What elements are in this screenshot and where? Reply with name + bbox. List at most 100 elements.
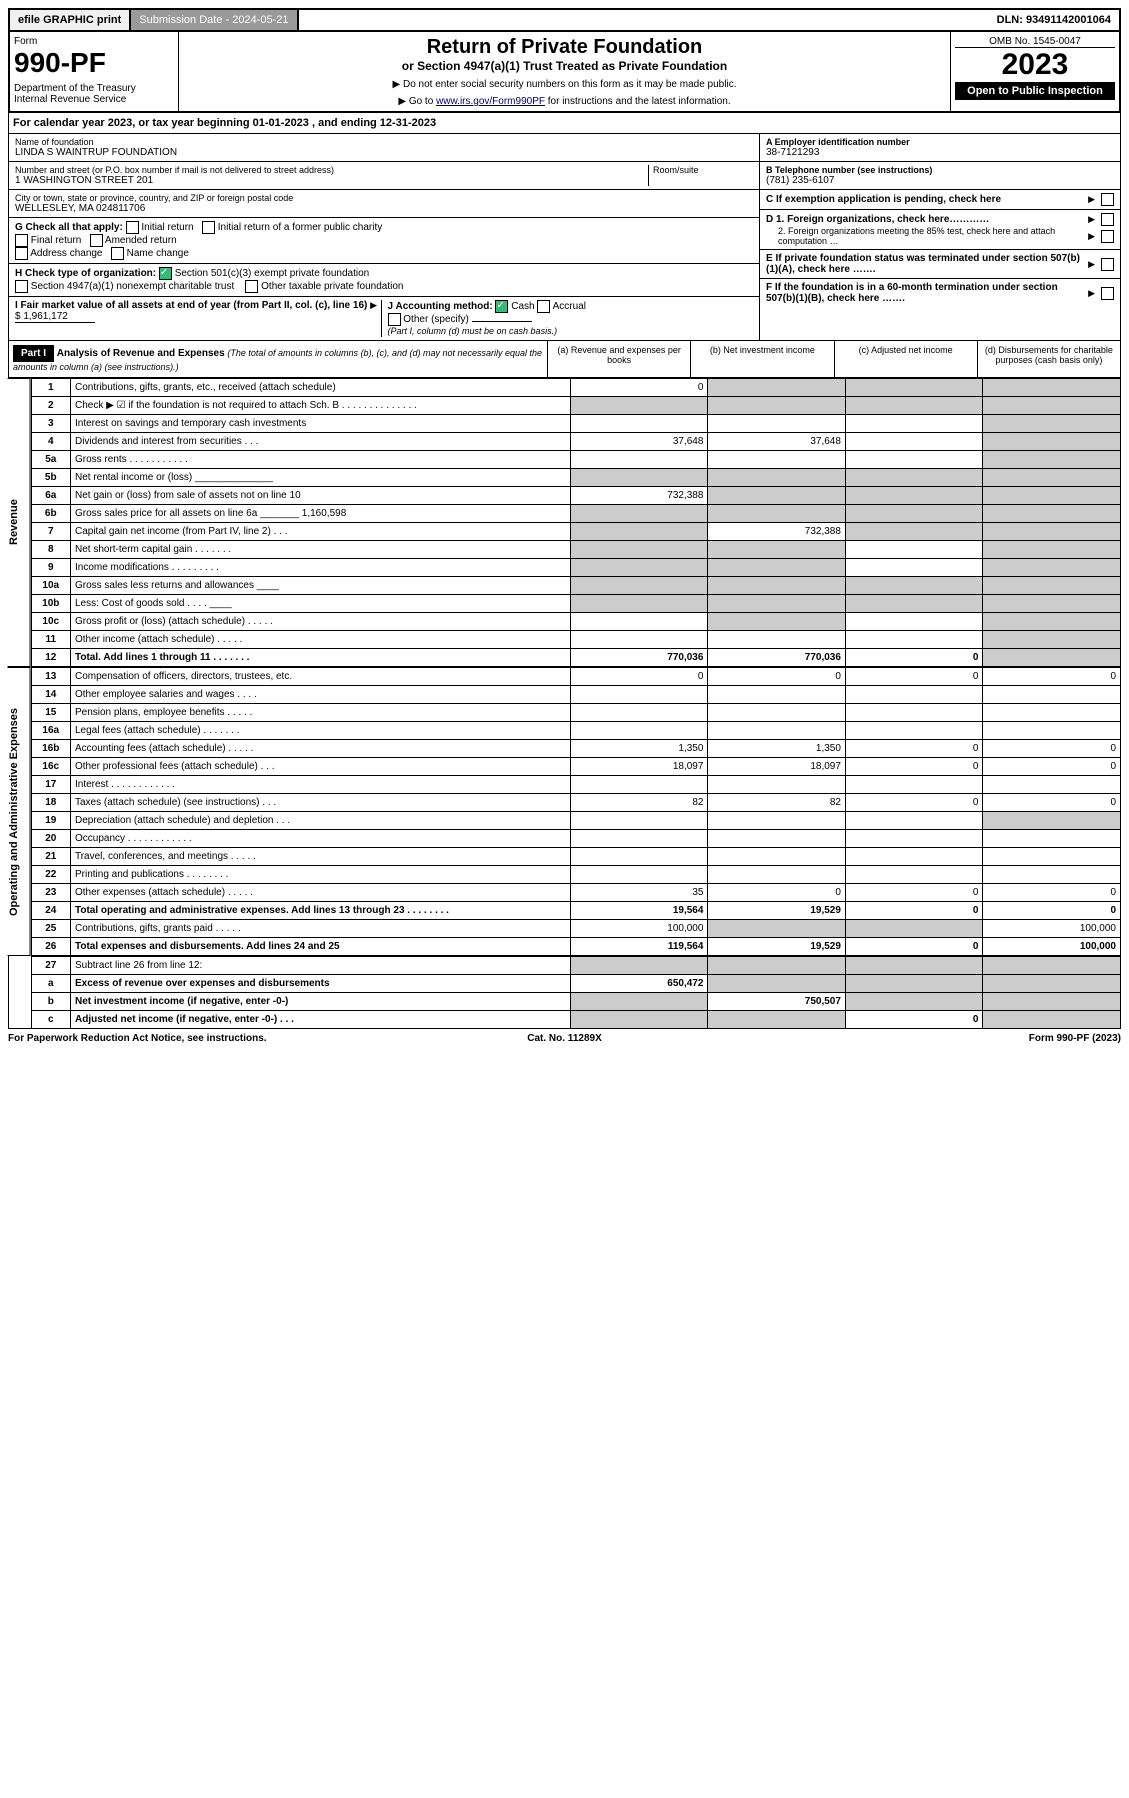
- f-label: F If the foundation is in a 60-month ter…: [766, 282, 1082, 304]
- col-b-header: (b) Net investment income: [690, 341, 833, 377]
- j-accrual-checkbox[interactable]: [537, 300, 550, 313]
- arrow-icon: [370, 300, 377, 311]
- arrow-icon: [1088, 194, 1095, 205]
- g-label: G Check all that apply:: [15, 222, 123, 233]
- part1-title: Analysis of Revenue and Expenses: [57, 348, 225, 359]
- line-4: 4Dividends and interest from securities …: [31, 433, 1120, 451]
- line-20: 20Occupancy . . . . . . . . . . . .: [31, 830, 1120, 848]
- j-other-checkbox[interactable]: [388, 313, 401, 326]
- h-opt1: Section 501(c)(3) exempt private foundat…: [175, 268, 370, 279]
- g-checkbox-2[interactable]: [15, 234, 28, 247]
- line-24: 24Total operating and administrative exp…: [31, 902, 1120, 920]
- arrow-icon: [1088, 288, 1095, 299]
- c-label: C If exemption application is pending, c…: [766, 194, 1082, 205]
- calendar-year: For calendar year 2023, or tax year begi…: [8, 113, 1121, 134]
- arrow-icon: [1088, 259, 1095, 270]
- line-16a: 16aLegal fees (attach schedule) . . . . …: [31, 722, 1120, 740]
- ein-label: A Employer identification number: [766, 137, 1114, 147]
- part1-badge: Part I: [13, 345, 54, 362]
- e-label: E If private foundation status was termi…: [766, 253, 1082, 275]
- part1-header: Part I Analysis of Revenue and Expenses …: [8, 341, 1121, 378]
- expenses-side-label: Operating and Administrative Expenses: [8, 667, 31, 956]
- d1-checkbox[interactable]: [1101, 213, 1114, 226]
- j-accrual: Accrual: [553, 301, 586, 312]
- g-checkbox-0[interactable]: [126, 221, 139, 234]
- form-number: 990-PF: [14, 47, 174, 79]
- c-checkbox[interactable]: [1101, 193, 1114, 206]
- line-1: 1Contributions, gifts, grants, etc., rec…: [31, 379, 1120, 397]
- line-3: 3Interest on savings and temporary cash …: [31, 415, 1120, 433]
- line-5a: 5aGross rents . . . . . . . . . . .: [31, 451, 1120, 469]
- j-cash: Cash: [511, 301, 534, 312]
- line-9: 9Income modifications . . . . . . . . .: [31, 559, 1120, 577]
- i-label: I Fair market value of all assets at end…: [15, 300, 367, 311]
- d1-label: D 1. Foreign organizations, check here………: [766, 214, 1082, 225]
- line-13: 13Compensation of officers, directors, t…: [31, 668, 1120, 686]
- revenue-section: Revenue 1Contributions, gifts, grants, e…: [8, 378, 1121, 667]
- line-27c: cAdjusted net income (if negative, enter…: [31, 1011, 1120, 1029]
- h-other-checkbox[interactable]: [245, 280, 258, 293]
- room-label: Room/suite: [653, 165, 753, 175]
- h-4947-checkbox[interactable]: [15, 280, 28, 293]
- instr-link-line: ▶ Go to www.irs.gov/Form990PF for instru…: [183, 96, 946, 107]
- line-16c: 16cOther professional fees (attach sched…: [31, 758, 1120, 776]
- d2-label: 2. Foreign organizations meeting the 85%…: [766, 226, 1082, 246]
- footer-left: For Paperwork Reduction Act Notice, see …: [8, 1033, 379, 1044]
- col-c-header: (c) Adjusted net income: [834, 341, 977, 377]
- col-a-header: (a) Revenue and expenses per books: [547, 341, 690, 377]
- line-18: 18Taxes (attach schedule) (see instructi…: [31, 794, 1120, 812]
- city-label: City or town, state or province, country…: [15, 193, 753, 203]
- addr-label: Number and street (or P.O. box number if…: [15, 165, 648, 175]
- j-cash-checkbox[interactable]: [495, 300, 508, 313]
- efile-print[interactable]: efile GRAPHIC print: [10, 10, 131, 30]
- j-note: (Part I, column (d) must be on cash basi…: [388, 326, 558, 336]
- line-21: 21Travel, conferences, and meetings . . …: [31, 848, 1120, 866]
- foundation-addr: 1 WASHINGTON STREET 201: [15, 175, 648, 186]
- expenses-table: 13Compensation of officers, directors, t…: [31, 667, 1121, 956]
- line-22: 22Printing and publications . . . . . . …: [31, 866, 1120, 884]
- col-d-header: (d) Disbursements for charitable purpose…: [977, 341, 1120, 377]
- form-subtitle: or Section 4947(a)(1) Trust Treated as P…: [183, 59, 946, 73]
- expenses-section: Operating and Administrative Expenses 13…: [8, 667, 1121, 956]
- irs-link[interactable]: www.irs.gov/Form990PF: [436, 96, 545, 107]
- line-10b: 10bLess: Cost of goods sold . . . . ____: [31, 595, 1120, 613]
- instr-ssn: ▶ Do not enter social security numbers o…: [183, 79, 946, 90]
- form-header: Form 990-PF Department of the Treasury I…: [8, 32, 1121, 113]
- h-501c3-checkbox[interactable]: [159, 267, 172, 280]
- summary-table: 27Subtract line 26 from line 12:aExcess …: [31, 956, 1121, 1029]
- line-6a: 6aNet gain or (loss) from sale of assets…: [31, 487, 1120, 505]
- line-25: 25Contributions, gifts, grants paid . . …: [31, 920, 1120, 938]
- tax-year: 2023: [955, 48, 1115, 82]
- instr-pre: ▶ Go to: [398, 96, 436, 107]
- instr-post: for instructions and the latest informat…: [545, 96, 731, 107]
- j-label: J Accounting method:: [388, 301, 493, 312]
- footer-cat: Cat. No. 11289X: [379, 1033, 750, 1044]
- line-10a: 10aGross sales less returns and allowanc…: [31, 577, 1120, 595]
- d2-checkbox[interactable]: [1101, 230, 1114, 243]
- g-checkbox-3[interactable]: [90, 234, 103, 247]
- revenue-side-label: Revenue: [8, 378, 31, 667]
- g-checkbox-1[interactable]: [202, 221, 215, 234]
- line-6b: 6bGross sales price for all assets on li…: [31, 505, 1120, 523]
- page-footer: For Paperwork Reduction Act Notice, see …: [8, 1029, 1121, 1044]
- summary-spacer: [8, 956, 31, 1029]
- line-19: 19Depreciation (attach schedule) and dep…: [31, 812, 1120, 830]
- g-checkbox-4[interactable]: [15, 247, 28, 260]
- tel-value: (781) 235-6107: [766, 175, 1114, 186]
- ein-value: 38-7121293: [766, 147, 1114, 158]
- f-checkbox[interactable]: [1101, 287, 1114, 300]
- h-label: H Check type of organization:: [15, 268, 156, 279]
- line-16b: 16bAccounting fees (attach schedule) . .…: [31, 740, 1120, 758]
- e-checkbox[interactable]: [1101, 258, 1114, 271]
- line-5b: 5bNet rental income or (loss) __________…: [31, 469, 1120, 487]
- dln: DLN: 93491142001064: [989, 10, 1119, 30]
- name-label: Name of foundation: [15, 137, 753, 147]
- g-checkbox-5[interactable]: [111, 247, 124, 260]
- tel-label: B Telephone number (see instructions): [766, 165, 1114, 175]
- h-opt3: Other taxable private foundation: [261, 281, 403, 292]
- omb-number: OMB No. 1545-0047: [955, 36, 1115, 48]
- form-title: Return of Private Foundation: [183, 36, 946, 59]
- j-other-line: [472, 321, 532, 322]
- line-27b: bNet investment income (if negative, ent…: [31, 993, 1120, 1011]
- entity-info: Name of foundation LINDA S WAINTRUP FOUN…: [8, 134, 1121, 341]
